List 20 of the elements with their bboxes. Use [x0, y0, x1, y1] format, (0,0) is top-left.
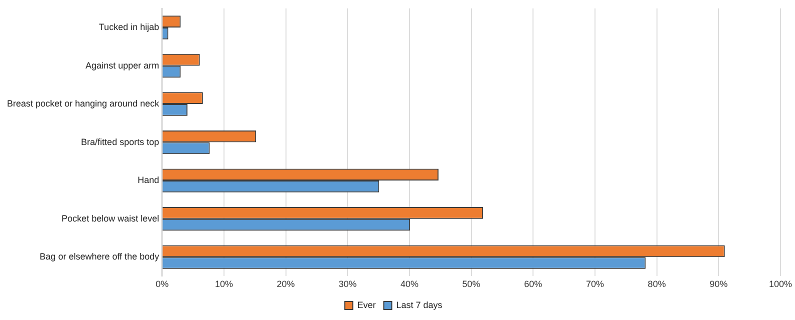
x-tick-label: 80% [648, 279, 666, 290]
legend-label: Ever [357, 300, 376, 310]
y-tick-label: Hand [138, 175, 160, 186]
y-tick-label: Breast pocket or hanging around neck [6, 98, 160, 109]
x-tick-label: 40% [400, 279, 418, 290]
y-tick-label: Against upper arm [86, 60, 160, 70]
x-tick-label: 20% [276, 279, 295, 290]
y-tick-label: Tucked in hijab [98, 22, 160, 32]
legend-label: Last 7 days [396, 300, 443, 310]
y-tick-label: Bra/fitted sports top [81, 136, 160, 147]
x-tick-label: 60% [524, 279, 542, 290]
x-tick-label: 30% [338, 279, 357, 290]
x-tick-label: 0% [156, 279, 169, 290]
x-tick-label: 10% [214, 279, 233, 290]
x-tick-label: 90% [710, 279, 728, 290]
x-tick-label: 70% [586, 279, 604, 290]
y-tick-label: Pocket below waist level [62, 213, 160, 224]
x-tick-label: 50% [462, 279, 480, 290]
x-tick-label: 100% [768, 279, 792, 290]
y-tick-label: Bag or elsewhere off the body [40, 252, 160, 262]
